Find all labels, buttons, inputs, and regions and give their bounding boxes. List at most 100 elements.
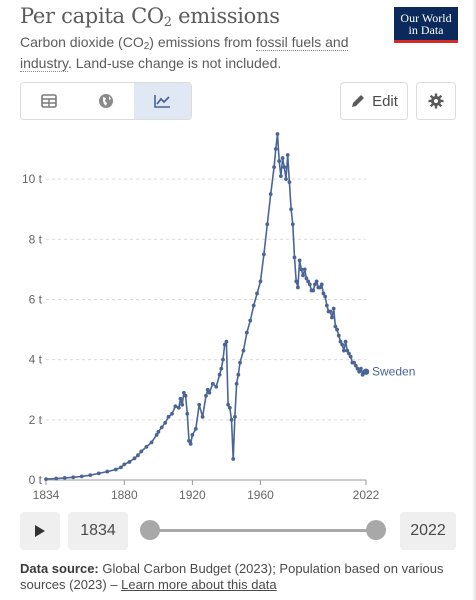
data-point [79, 474, 84, 479]
data-point [319, 282, 324, 287]
data-point [277, 159, 282, 163]
tab-map[interactable] [77, 83, 135, 119]
data-point [226, 402, 231, 407]
data-point [44, 477, 48, 481]
data-point [261, 252, 266, 257]
data-point [222, 342, 227, 347]
start-year-box[interactable]: 1834 [68, 512, 128, 550]
data-point [200, 414, 205, 419]
data-point [297, 258, 302, 263]
data-point [265, 222, 270, 227]
chart-subtitle: Carbon dioxide (CO2) emissions from foss… [20, 34, 349, 72]
x-tick-label: 1834 [33, 488, 60, 502]
x-tick-label: 1920 [179, 488, 206, 502]
data-point [236, 372, 241, 377]
play-button[interactable] [20, 512, 60, 550]
owid-logo[interactable]: Our World in Data [394, 7, 458, 43]
timeline-end-handle[interactable] [366, 520, 386, 540]
data-point [185, 411, 190, 416]
data-point [163, 420, 168, 425]
data-point [345, 348, 350, 353]
learn-more-link[interactable]: Learn more about this data [121, 577, 277, 592]
series-end-marker [362, 368, 370, 375]
chart-title: Per capita CO2 emissions [20, 4, 280, 30]
scroll-edge-shadow [472, 0, 476, 600]
legend-label: Sweden [372, 365, 415, 379]
data-point [233, 414, 237, 419]
data-point [301, 273, 305, 278]
data-point [166, 414, 171, 419]
data-point [127, 460, 132, 464]
data-point [156, 429, 161, 434]
data-point [219, 366, 224, 371]
data-point [214, 384, 219, 389]
fossil-fuels-link[interactable]: fossil fuels and industry [20, 34, 349, 72]
data-point [282, 165, 287, 169]
y-tick-label: 6 t [29, 292, 43, 306]
data-point [290, 222, 295, 227]
data-point [313, 282, 317, 287]
data-point [347, 351, 351, 356]
data-point [336, 333, 341, 338]
data-point [268, 192, 273, 197]
y-tick-label: 4 t [29, 353, 43, 367]
data-point [197, 402, 202, 407]
timeline-start-handle[interactable] [140, 520, 160, 540]
data-point [321, 291, 326, 296]
data-point [306, 279, 311, 284]
data-point [217, 372, 222, 377]
data-point [340, 342, 345, 347]
data-point [318, 285, 322, 290]
data-point [358, 366, 363, 371]
data-point [294, 279, 299, 284]
data-point [302, 267, 307, 272]
x-tick-label: 1960 [247, 488, 274, 502]
data-point [353, 363, 358, 368]
data-point [181, 390, 186, 395]
data-point [229, 417, 234, 422]
data-point [154, 432, 159, 437]
play-icon [35, 525, 45, 537]
data-point [355, 366, 360, 371]
data-point [323, 294, 328, 299]
end-year-box[interactable]: 2022 [400, 512, 456, 550]
data-point [244, 330, 249, 335]
data-point [149, 440, 154, 445]
data-point [136, 453, 140, 458]
data-point [343, 339, 348, 344]
data-point [275, 132, 280, 136]
data-point [88, 473, 93, 478]
data-point [170, 411, 174, 416]
data-point [227, 405, 232, 410]
data-point [352, 360, 356, 365]
data-point [62, 475, 67, 480]
data-point [255, 291, 259, 296]
data-point [278, 174, 283, 179]
tab-table[interactable] [21, 83, 78, 119]
data-point [251, 303, 256, 308]
data-point [272, 165, 276, 169]
emissions-line-chart: 0 t 2 t 4 t 6 t 8 t 10 t 1834 1880 1920 1960 2022 S… [22, 132, 415, 502]
data-point [280, 156, 285, 160]
data-point [224, 339, 229, 344]
data-point [139, 449, 144, 454]
y-tick-label: 8 t [29, 232, 43, 246]
data-point [335, 327, 339, 332]
data-point [122, 462, 127, 467]
data-point [173, 404, 178, 409]
data-point [180, 402, 185, 407]
data-point [178, 396, 183, 401]
data-point [105, 469, 110, 474]
tab-chart[interactable] [134, 83, 191, 119]
view-tabs [20, 82, 192, 120]
data-point [333, 324, 338, 329]
settings-button[interactable] [416, 82, 456, 120]
data-point [118, 465, 123, 470]
data-point [238, 360, 242, 365]
data-point [299, 267, 304, 272]
timeline-track[interactable] [150, 529, 376, 532]
series-line-sweden [45, 133, 366, 480]
pencil-icon [352, 95, 365, 107]
edit-button[interactable]: Edit [340, 82, 408, 120]
data-point [183, 393, 188, 398]
